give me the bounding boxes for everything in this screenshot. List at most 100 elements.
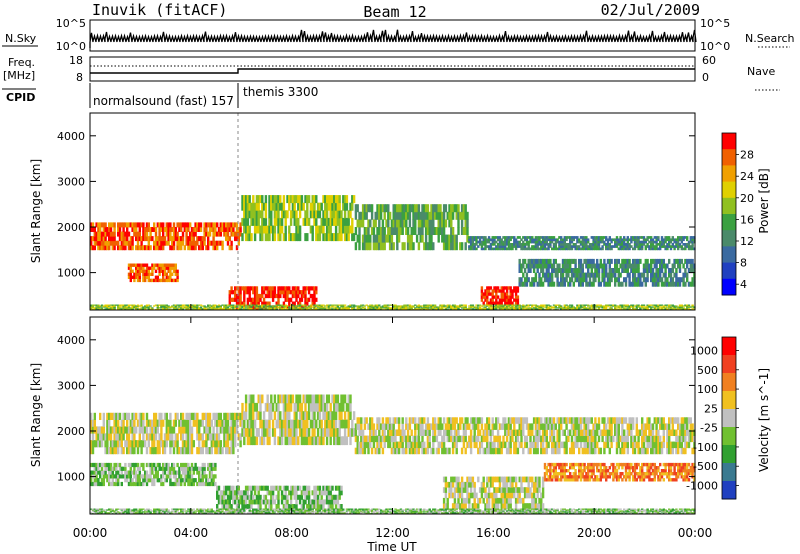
power-cell [378,305,381,307]
velocity-cell [489,441,493,449]
power-cell [439,227,442,235]
velocity-cell [387,435,390,443]
power-cell [135,275,138,279]
power-cell [495,247,498,251]
power-cell [648,245,651,248]
power-cell [126,306,129,308]
power-cell [189,222,192,228]
power-cell [574,272,577,278]
power-cell [198,304,201,306]
velocity-cell [397,441,401,449]
power-cell [569,258,572,264]
velocity-cell [306,436,309,446]
power-cell [165,306,168,308]
power-cell [226,222,230,228]
power-cell [468,247,471,251]
power-cell [502,245,505,248]
power-cell [279,195,282,204]
velocity-cell [376,441,379,449]
power-cell [167,236,170,242]
power-cell [338,210,341,219]
power-cell [343,308,347,310]
power-cell [565,263,568,269]
velocity-cell [477,423,480,430]
power-cell [560,236,563,239]
power-cell [307,307,311,309]
power-cell [138,263,141,267]
freq-series-line [90,68,695,74]
power-cell [363,308,367,310]
power-cell [372,305,376,307]
power-cell [253,217,257,226]
power-cell [306,306,309,308]
power-cell [480,286,484,290]
velocity-cell [345,419,349,429]
power-cell [163,266,167,270]
power-cell [495,292,498,296]
power-cell [556,281,559,287]
power-cell [657,247,660,251]
power-cell [343,217,347,226]
power-cell [693,268,696,273]
power-cell [448,242,451,251]
power-cell [569,245,572,248]
power-cell [635,263,638,269]
velocity-cell [223,426,226,434]
power-cell [448,219,451,228]
power-cell [666,306,669,308]
power-cell [334,202,338,211]
power-cell [370,308,374,310]
power-cell [430,211,433,220]
power-cell [680,238,683,242]
power-cell [129,240,132,246]
power-cell [486,286,489,290]
velocity-cell [223,412,226,420]
power-cell [273,202,277,211]
power-cell [360,308,363,310]
power-cell [623,263,626,269]
velocity-cell [185,426,188,434]
velocity-cell [448,447,451,455]
power-cell [617,281,620,287]
velocity-cell [259,419,262,429]
velocity-cell [172,440,176,448]
power-cell [579,268,583,273]
velocity-cell [415,447,419,455]
velocity-cell [187,447,190,455]
power-cell [253,290,257,295]
power-cell [342,306,345,308]
power-cell [237,297,240,302]
power-cell [693,238,696,242]
power-cell [160,269,163,273]
velocity-cell [379,441,383,449]
power-cell [351,195,354,204]
power-cell [469,238,473,242]
power-cell [397,308,401,310]
power-cell [491,243,494,246]
power-cell [522,258,525,264]
velocity-cell [212,426,215,434]
velocity-cell [277,411,280,420]
power-cell [277,286,280,291]
velocity-cell [293,411,296,420]
power-cell [342,225,345,234]
power-cell [95,240,98,246]
power-cell [358,211,361,220]
power-cell [244,286,248,291]
power-cell [334,307,338,309]
velocity-cell [109,426,113,434]
velocity-cell [361,441,365,449]
power-cell [522,306,525,308]
power-cell [549,236,552,239]
power-cell [329,233,332,242]
power-cell [639,272,642,278]
power-cell [293,195,296,204]
power-cell [127,304,131,306]
power-cell [498,304,502,306]
power-cell [491,295,494,299]
power-cell [657,272,660,278]
power-cell [615,268,619,273]
power-cell [401,211,404,220]
power-cell [318,233,322,242]
power-cell [309,293,313,299]
